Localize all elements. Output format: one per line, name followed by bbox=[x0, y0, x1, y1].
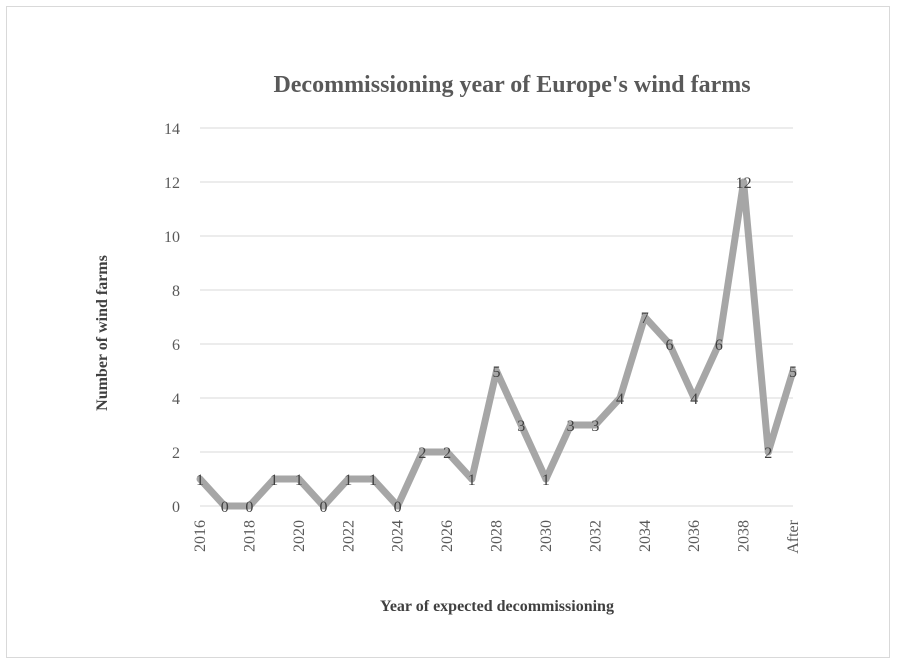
chart-frame bbox=[6, 6, 890, 658]
data-label: 0 bbox=[320, 499, 328, 516]
y-tick-label: 6 bbox=[172, 337, 180, 354]
x-tick-label: 2038 bbox=[736, 520, 753, 552]
y-tick-label: 10 bbox=[164, 229, 180, 246]
data-label: 6 bbox=[665, 337, 673, 354]
data-point bbox=[567, 421, 575, 429]
data-label: 12 bbox=[736, 175, 752, 192]
x-tick-label: 2026 bbox=[439, 520, 456, 552]
data-point bbox=[221, 502, 229, 510]
data-label: 5 bbox=[493, 364, 501, 381]
y-tick-label: 12 bbox=[164, 175, 180, 192]
data-point bbox=[295, 475, 303, 483]
x-tick-label: 2036 bbox=[686, 520, 703, 552]
data-point bbox=[542, 475, 550, 483]
data-point bbox=[789, 367, 797, 375]
y-axis-title: Number of wind farms bbox=[94, 255, 111, 411]
data-label: 4 bbox=[690, 391, 698, 408]
x-axis-title: Year of expected decommissioning bbox=[380, 598, 614, 615]
data-point bbox=[394, 502, 402, 510]
y-tick-label: 14 bbox=[164, 121, 180, 138]
data-label: 1 bbox=[369, 472, 377, 489]
data-point bbox=[665, 340, 673, 348]
data-label: 1 bbox=[344, 472, 352, 489]
y-tick-label: 0 bbox=[172, 499, 180, 516]
x-tick-label: 2032 bbox=[587, 520, 604, 552]
data-point bbox=[468, 475, 476, 483]
data-label: 1 bbox=[542, 472, 550, 489]
y-axis-ticks: 0 2 4 6 8 10 12 14 bbox=[164, 121, 180, 516]
chart-title: Decommissioning year of Europe's wind fa… bbox=[273, 72, 750, 98]
data-point bbox=[690, 394, 698, 402]
data-point bbox=[517, 421, 525, 429]
x-tick-label: 2018 bbox=[241, 520, 258, 552]
x-tick-label: 2028 bbox=[489, 520, 506, 552]
data-label: 6 bbox=[715, 337, 723, 354]
x-tick-label: 2024 bbox=[390, 520, 407, 552]
data-point bbox=[245, 502, 253, 510]
data-label: 0 bbox=[394, 499, 402, 516]
data-label: 1 bbox=[196, 472, 204, 489]
y-tick-label: 8 bbox=[172, 283, 180, 300]
data-label: 2 bbox=[443, 445, 451, 462]
data-label: 3 bbox=[591, 418, 599, 435]
data-point bbox=[641, 313, 649, 321]
data-label: 3 bbox=[567, 418, 575, 435]
y-tick-label: 4 bbox=[172, 391, 180, 408]
data-point bbox=[740, 178, 748, 186]
data-point bbox=[270, 475, 278, 483]
data-point bbox=[344, 475, 352, 483]
data-label: 0 bbox=[221, 499, 229, 516]
data-label: 4 bbox=[616, 391, 624, 408]
data-point bbox=[764, 448, 772, 456]
x-tick-label: 2022 bbox=[340, 520, 357, 552]
data-label: 3 bbox=[517, 418, 525, 435]
x-tick-label: 2034 bbox=[637, 520, 654, 552]
data-point bbox=[443, 448, 451, 456]
data-label: 2 bbox=[764, 445, 772, 462]
data-label: 0 bbox=[245, 499, 253, 516]
data-point bbox=[320, 502, 328, 510]
data-point bbox=[369, 475, 377, 483]
data-label: 7 bbox=[641, 310, 649, 327]
x-tick-label: 2020 bbox=[291, 520, 308, 552]
data-label: 2 bbox=[418, 445, 426, 462]
data-label: 1 bbox=[468, 472, 476, 489]
x-tick-label: After bbox=[785, 519, 802, 553]
data-point bbox=[715, 340, 723, 348]
y-tick-label: 2 bbox=[172, 445, 180, 462]
data-point bbox=[616, 394, 624, 402]
series-layer bbox=[196, 178, 797, 510]
data-point bbox=[418, 448, 426, 456]
x-axis-ticks: 2016 2018 2020 2022 2024 2026 2028 2030 2032 2034… bbox=[192, 519, 802, 553]
x-tick-label: 2016 bbox=[192, 520, 209, 552]
data-point bbox=[493, 367, 500, 375]
data-label: 5 bbox=[789, 364, 797, 381]
data-point bbox=[196, 475, 204, 483]
data-point bbox=[591, 421, 599, 429]
data-label: 1 bbox=[270, 472, 278, 489]
x-tick-label: 2030 bbox=[538, 520, 555, 552]
gridlines bbox=[200, 127, 793, 507]
data-label: 1 bbox=[295, 472, 303, 489]
